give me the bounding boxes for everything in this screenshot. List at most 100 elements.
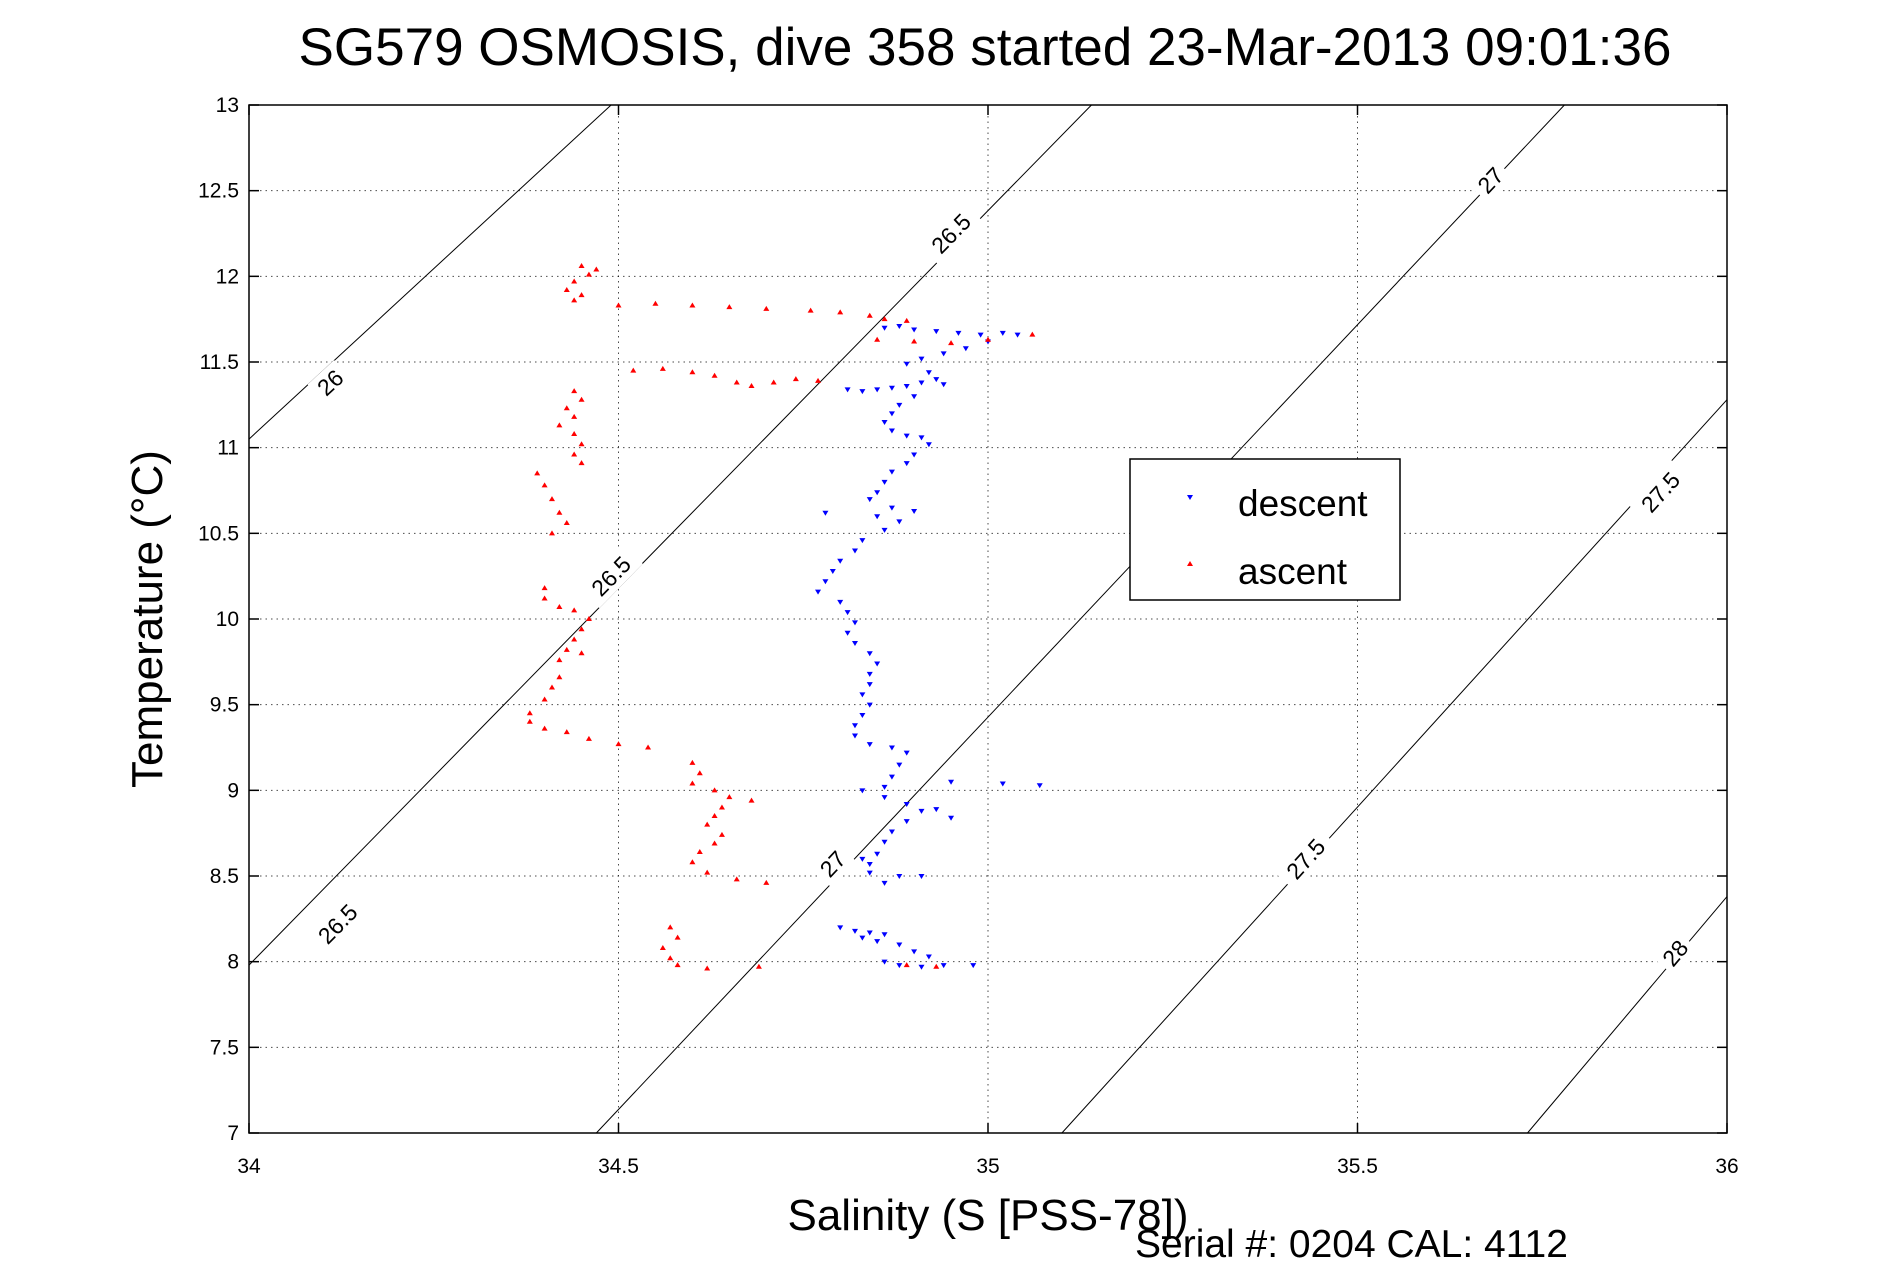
ascent-point [556,674,563,680]
ascent-point [526,710,533,716]
descent-point [888,469,895,475]
contour-label-gap [1274,826,1337,892]
descent-point [866,671,873,677]
y-tick-label: 13 [216,94,239,117]
descent-point [881,527,888,533]
density-contour-label: 27.5 [1274,826,1337,892]
descent-point [896,963,903,969]
contour-label-gap [1629,459,1692,525]
descent-point [903,750,910,756]
ascent-point [541,725,548,731]
ascent-point [948,340,955,346]
ascent-point [815,377,822,383]
descent-point [888,428,895,434]
descent-point [903,383,910,389]
ascent-point [667,924,674,930]
data-points [526,263,1043,971]
density-contour-line [248,104,612,440]
ascent-point [837,309,844,315]
x-tick-label: 35 [976,1155,999,1178]
ascent-point [578,626,585,632]
ascent-point [571,388,578,394]
ascent-point [571,278,578,284]
axis-ticks: 34 34.5 35 35.5 36 7 7.5 8 8.5 9 9.5 10 10.5 11 11.5 12… [198,94,1739,1178]
ascent-point [563,405,570,411]
ascent-point [903,317,910,323]
descent-point [896,402,903,408]
ascent-point [563,729,570,735]
ascent-point [718,804,725,810]
legend-label-ascent: ascent [1238,551,1348,592]
y-tick-label: 9.5 [210,694,239,717]
descent-point [829,569,836,575]
descent-point [866,682,873,688]
descent-point [851,733,858,739]
descent-point [851,723,858,729]
contour-label-text: 27 [815,846,851,882]
ascent-point [571,430,578,436]
ascent-point [985,336,991,342]
descent-point [925,370,932,376]
descent-point [888,411,895,417]
ascent-point [541,585,548,591]
descent-point [881,880,888,886]
descent-point [851,928,858,934]
descent-point [918,874,925,879]
descent-point [874,387,881,393]
descent-point [903,819,910,825]
descent-point [844,630,851,636]
ascent-point [911,338,918,344]
ascent-point [615,741,622,747]
descent-point [837,558,844,564]
descent-point [940,382,947,388]
ascent-point [615,302,622,308]
descent-point [918,435,925,441]
descent-point [866,702,873,708]
grid-lines [249,105,1727,1133]
ascent-point [556,422,563,428]
ascent-point [748,382,755,388]
ascent-point [585,616,592,621]
ascent-point [652,300,659,306]
descent-point [962,346,969,352]
y-tick-label: 7.5 [210,1036,239,1059]
descent-point [911,327,918,333]
descent-point [911,452,918,458]
ascent-point [578,292,585,298]
ascent-point [556,604,563,610]
density-contours: 26 26.5 26.5 26.5 27 27 27.5 27.5 28 [248,104,1728,1134]
ascent-point [571,607,578,613]
contour-label-gap [1467,157,1514,204]
ascent-point [689,780,696,786]
ascent-point [578,441,585,447]
descent-point [918,356,925,362]
chart-title: SG579 OSMOSIS, dive 358 started 23-Mar-2… [299,18,1672,77]
ascent-point [689,302,696,308]
ascent-point [726,794,733,800]
y-tick-label: 10 [216,608,239,631]
descent-point [859,856,866,862]
ascent-point [689,369,696,375]
descent-point [977,332,984,338]
ascent-point [689,759,696,765]
ascent-point [593,266,600,272]
descent-point [866,742,873,748]
legend-marker-ascent [1187,561,1193,566]
descent-point [1036,783,1043,789]
ascent-point [563,520,570,526]
ascent-point [571,297,578,303]
density-contour-label: 27.5 [1629,459,1692,525]
ascent-point [548,684,555,690]
descent-point [888,385,895,391]
ascent-point [903,962,910,968]
descent-point [866,862,873,868]
descent-point [918,808,925,814]
contour-label-text: 27 [1472,162,1508,198]
descent-point [933,329,940,335]
descent-point [911,394,918,400]
y-tick-label: 9 [227,779,239,802]
ascent-point [556,509,563,515]
ascent-point [792,376,799,382]
x-tick-label: 36 [1715,1155,1738,1178]
